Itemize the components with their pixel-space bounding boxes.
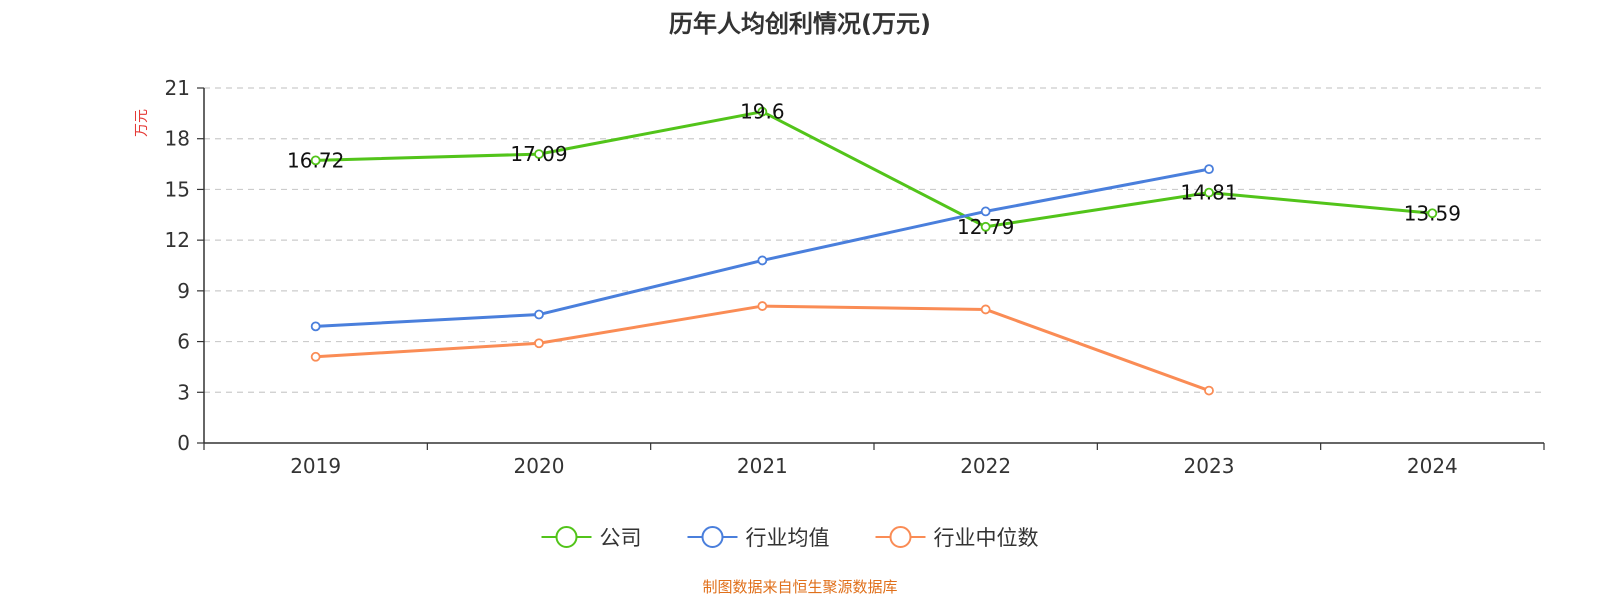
legend-label: 公司	[600, 526, 642, 550]
x-tick-label: 2023	[1184, 454, 1235, 478]
grid-layer	[204, 87, 1544, 393]
legend-marker-icon	[701, 526, 724, 548]
data-point[interactable]	[757, 106, 768, 117]
data-label-layer: 16.72 17.09 19.6 12.79 14.81 13.59	[287, 100, 1461, 239]
y-tick-label: 15	[165, 177, 190, 201]
chart-title: 历年人均创利情况(万元)	[669, 10, 931, 38]
data-label: 12.79	[957, 215, 1014, 239]
data-point[interactable]	[310, 321, 321, 332]
axis-layer: 0 3 6 9 12 15 18 21 2019 2020 2021 2022 2023 2024	[165, 76, 1545, 478]
x-tick-label: 2019	[290, 454, 341, 478]
data-point[interactable]	[534, 149, 544, 159]
data-label: 13.59	[1404, 201, 1461, 225]
legend-item-2[interactable]: 行业中位数	[875, 526, 1039, 550]
data-point[interactable]	[980, 304, 991, 315]
legend-item-1[interactable]: 行业均值	[687, 526, 830, 550]
y-tick-label: 9	[177, 279, 190, 303]
data-point[interactable]	[310, 155, 321, 166]
data-point[interactable]	[757, 255, 768, 266]
data-label: 19.6	[740, 100, 785, 124]
y-tick-label: 6	[177, 330, 190, 354]
data-point[interactable]	[310, 351, 321, 362]
data-label: 14.81	[1180, 181, 1237, 205]
x-tick-label: 2020	[514, 454, 565, 478]
series-layer	[310, 106, 1438, 396]
legend-label: 行业中位数	[934, 526, 1039, 550]
x-tick-label: 2024	[1407, 454, 1458, 478]
x-tick-label: 2021	[737, 454, 788, 478]
data-point[interactable]	[1204, 385, 1214, 396]
y-tick-label: 12	[165, 228, 190, 252]
y-tick-label: 3	[177, 380, 190, 404]
y-tick-label: 21	[165, 76, 190, 100]
data-point[interactable]	[757, 301, 768, 311]
x-tick-label: 2022	[960, 454, 1011, 478]
y-tick-label: 18	[165, 127, 190, 151]
legend: 公司 行业均值 行业中位数	[541, 526, 1039, 550]
data-point[interactable]	[1204, 187, 1214, 198]
data-point[interactable]	[980, 206, 991, 217]
data-point[interactable]	[1427, 208, 1438, 219]
data-label: 16.72	[287, 148, 344, 172]
y-tick-label: 0	[177, 431, 190, 455]
data-label: 17.09	[510, 142, 567, 166]
legend-marker-icon	[889, 526, 912, 548]
data-point[interactable]	[980, 221, 991, 232]
legend-marker-icon	[555, 526, 578, 548]
data-point[interactable]	[1204, 164, 1214, 175]
legend-label: 行业均值	[746, 526, 830, 550]
source-note: 制图数据来自恒生聚源数据库	[702, 578, 897, 596]
y-axis-unit-label: 万元	[134, 109, 150, 137]
legend-item-0[interactable]: 公司	[541, 526, 642, 550]
data-point[interactable]	[534, 309, 544, 320]
data-point[interactable]	[534, 338, 544, 349]
series-line-0	[314, 110, 1434, 229]
